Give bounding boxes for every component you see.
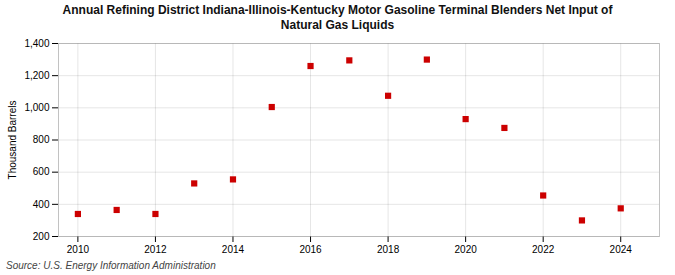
svg-text:Thousand Barrels: Thousand Barrels xyxy=(7,101,18,180)
svg-text:2014: 2014 xyxy=(222,244,245,255)
svg-text:2024: 2024 xyxy=(610,244,633,255)
svg-text:2018: 2018 xyxy=(377,244,400,255)
svg-text:800: 800 xyxy=(33,134,50,145)
svg-text:2022: 2022 xyxy=(532,244,555,255)
svg-text:1,200: 1,200 xyxy=(24,70,49,81)
svg-text:2012: 2012 xyxy=(144,244,167,255)
svg-text:2016: 2016 xyxy=(299,244,322,255)
svg-text:200: 200 xyxy=(33,231,50,242)
svg-text:600: 600 xyxy=(33,166,50,177)
svg-text:400: 400 xyxy=(33,199,50,210)
svg-text:2020: 2020 xyxy=(455,244,478,255)
html-text:Source: U.S. Energy Informatio: Source: U.S. Energy Information Administ… xyxy=(6,260,216,271)
svg-text:1,000: 1,000 xyxy=(24,102,49,113)
html-text:Annual Refining District India: Annual Refining District Indiana-Illinoi… xyxy=(62,3,613,32)
svg-text:2010: 2010 xyxy=(67,244,90,255)
svg-text:1,400: 1,400 xyxy=(24,38,49,49)
